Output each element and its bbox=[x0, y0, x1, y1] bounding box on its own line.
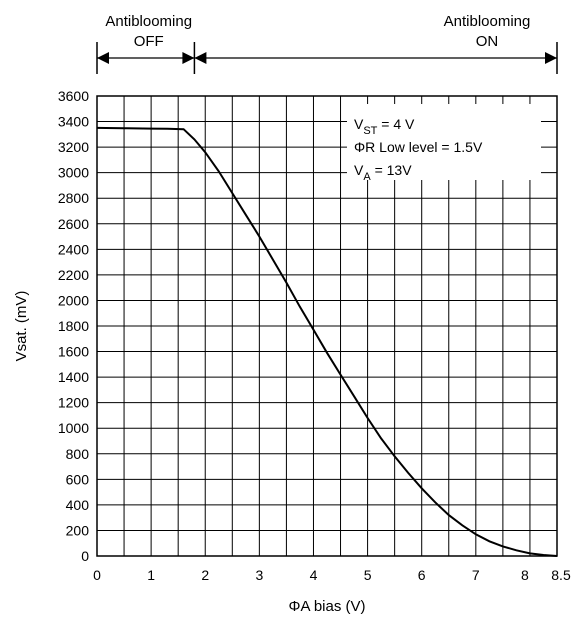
condition-label: VA = 13V bbox=[354, 162, 412, 183]
y-tick-label: 2000 bbox=[58, 292, 89, 308]
y-tick-label: 600 bbox=[66, 471, 90, 487]
region-arrow-head bbox=[194, 52, 207, 64]
x-tick-label: 6 bbox=[418, 567, 426, 583]
condition-label: ΦR Low level = 1.5V bbox=[354, 139, 483, 155]
region-label: OFF bbox=[134, 33, 164, 50]
y-tick-label: 400 bbox=[66, 497, 90, 513]
y-tick-label: 2800 bbox=[58, 190, 89, 206]
y-tick-label: 3600 bbox=[58, 88, 89, 104]
y-tick-label: 200 bbox=[66, 522, 90, 538]
y-tick-label: 1200 bbox=[58, 395, 89, 411]
x-tick-label: 4 bbox=[310, 567, 318, 583]
y-tick-label: 1600 bbox=[58, 344, 89, 360]
region-label: Antiblooming bbox=[105, 13, 192, 30]
x-tick-label: 8 bbox=[521, 567, 529, 583]
region-markers: Antiblooming OFF Antiblooming ON bbox=[96, 13, 558, 74]
x-tick-label: 1 bbox=[147, 567, 155, 583]
y-tick-label: 2200 bbox=[58, 267, 89, 283]
series-line bbox=[96, 126, 558, 557]
y-tick-label: 2400 bbox=[58, 241, 89, 257]
y-tick-label: 3200 bbox=[58, 139, 89, 155]
region-label: Antiblooming bbox=[444, 13, 531, 30]
plot-frame bbox=[96, 95, 558, 557]
x-tick-label: 7 bbox=[472, 567, 480, 583]
y-axis-label: Vsat. (mV) bbox=[13, 291, 30, 362]
legend-box bbox=[347, 104, 541, 180]
y-tick-label: 0 bbox=[81, 548, 89, 564]
y-tick-label: 3000 bbox=[58, 165, 89, 181]
x-tick-label: 5 bbox=[364, 567, 372, 583]
y-tick-label: 2600 bbox=[58, 216, 89, 232]
x-tick-label: 0 bbox=[93, 567, 101, 583]
y-tick-label: 3400 bbox=[58, 114, 89, 130]
region-label: ON bbox=[476, 33, 499, 50]
region-arrow-head bbox=[545, 52, 557, 64]
y-tick-label: 1400 bbox=[58, 369, 89, 385]
x-tick-label: 3 bbox=[255, 567, 263, 583]
x-tick-label: 2 bbox=[201, 567, 209, 583]
region-arrow-head bbox=[182, 52, 195, 64]
x-tick-labels: 0 1 2 3 4 5 6 7 8 8.5 bbox=[93, 567, 571, 583]
y-tick-labels: 0 200 400 600 800 1000 1200 1400 1600 1800 2000 220… bbox=[58, 88, 89, 564]
x-tick-label: 8.5 bbox=[551, 567, 571, 583]
y-tick-label: 800 bbox=[66, 446, 90, 462]
condition-legend: VST = 4 V ΦR Low level = 1.5V VA = 13V bbox=[347, 104, 541, 183]
x-axis-label: ΦA bias (V) bbox=[289, 598, 366, 615]
region-arrow-head bbox=[97, 52, 109, 64]
condition-label: VST = 4 V bbox=[354, 116, 415, 137]
y-tick-label: 1800 bbox=[58, 318, 89, 334]
y-tick-label: 1000 bbox=[58, 420, 89, 436]
